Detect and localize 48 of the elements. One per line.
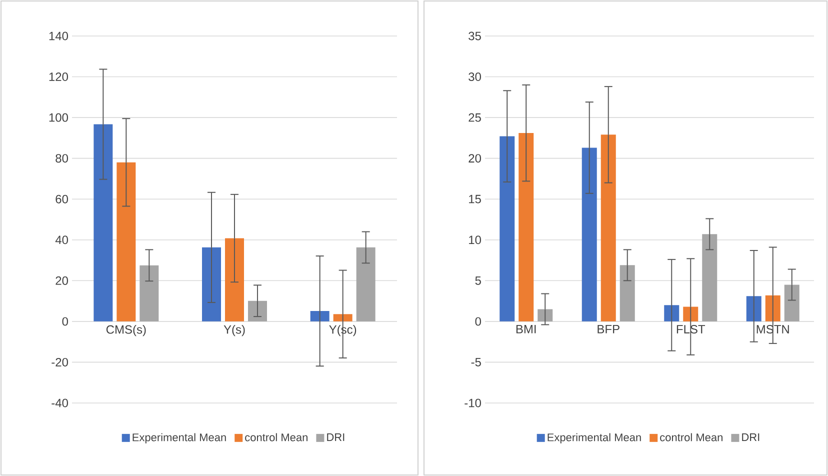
bar (600, 134, 616, 322)
bar (94, 124, 113, 322)
y-tick-label: 35 (468, 32, 481, 40)
y-tick-label: 25 (468, 113, 481, 122)
y-tick-label: 140 (49, 32, 68, 40)
bar (765, 295, 780, 322)
x-tick-label: Y(s) (224, 324, 245, 336)
y-tick-label: -20 (52, 358, 68, 366)
legend-label: DRI (327, 433, 344, 441)
bar (333, 314, 352, 322)
legend-label: Experimental Mean (548, 433, 641, 444)
legend-label: DRI (742, 433, 760, 441)
y-tick-label: 60 (56, 194, 68, 204)
legend-label: control Mean (660, 433, 722, 442)
legend-label: control Mean (245, 433, 308, 442)
y-tick-label: -10 (464, 398, 482, 408)
y-tick-label: 20 (56, 276, 68, 285)
bar (664, 305, 680, 322)
y-tick-label: 0 (475, 317, 482, 326)
bar (140, 265, 159, 322)
bar (582, 148, 597, 322)
y-tick-label: 20 (468, 154, 482, 163)
bar (116, 162, 136, 322)
y-tick-label: 120 (49, 72, 68, 82)
y-tick-label: 15 (469, 194, 481, 204)
x-tick-label: BMI (516, 324, 536, 334)
y-tick-label: 40 (55, 236, 68, 244)
y-tick-label: 10 (469, 236, 482, 244)
bar (356, 247, 376, 322)
y-tick-label: 30 (468, 72, 482, 82)
bar (538, 309, 553, 322)
bar (620, 265, 635, 322)
y-tick-label: -40 (52, 398, 68, 408)
bar (683, 306, 698, 322)
bar (500, 136, 515, 322)
y-tick-label: -5 (471, 358, 481, 366)
x-tick-label: CMS(s) (106, 324, 146, 336)
y-tick-label: 80 (56, 154, 68, 163)
bar (518, 133, 534, 322)
bar (310, 311, 330, 322)
legend-label: Experimental Mean (132, 433, 226, 444)
bar (702, 234, 718, 322)
y-tick-label: 0 (62, 317, 68, 326)
y-tick-label: 5 (475, 276, 481, 285)
bar (746, 296, 762, 322)
y-tick-label: 100 (49, 113, 68, 122)
bar (784, 284, 800, 322)
x-tick-label: BFP (598, 324, 620, 334)
